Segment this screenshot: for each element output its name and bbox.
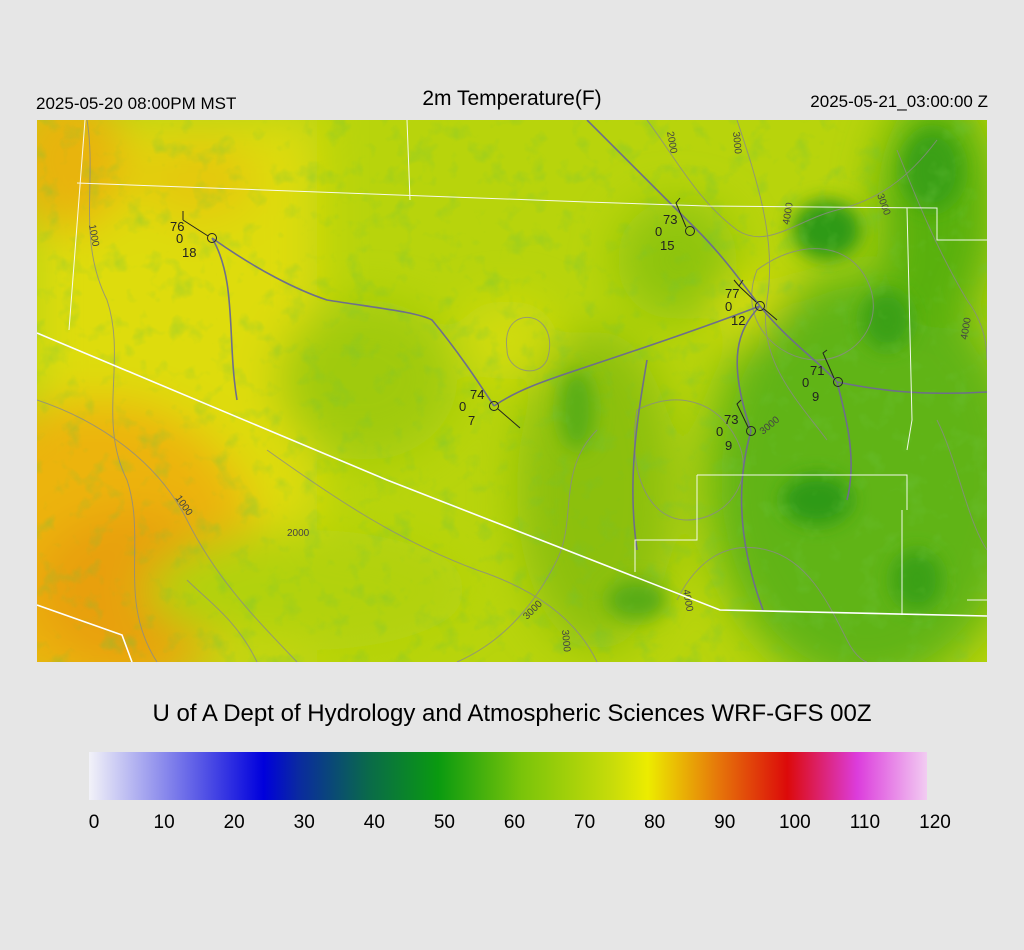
contour-label: 3000: [559, 629, 572, 653]
station-plots: 76 0 18 73 0 15 77 0 12 71: [170, 197, 843, 453]
colorbar-tick-label: 20: [223, 812, 245, 833]
model-credit: U of A Dept of Hydrology and Atmospheric…: [152, 700, 872, 727]
station-temp: 77: [725, 286, 739, 301]
colorbar-tick-label: 70: [574, 812, 596, 833]
station-dewpoint: 9: [725, 438, 732, 453]
colorbar-tick-label: 50: [433, 812, 455, 833]
colorbar-tick-label: 100: [778, 812, 811, 833]
map-canvas: 1000 1000 2000 2000 3000 3000 3000 3000 …: [37, 120, 987, 662]
colorbar-tick-label: 40: [363, 812, 385, 833]
station-precip: 0: [459, 399, 466, 414]
colorbar-tick-label: 10: [153, 812, 175, 833]
contour-label: 1000: [86, 224, 101, 248]
valid-time-local: 2025-05-20 08:00PM MST: [36, 94, 237, 113]
state-border: [37, 332, 987, 662]
colorbar-gradient: [89, 752, 927, 800]
elevation-contours: [37, 120, 987, 662]
station-temp: 73: [663, 212, 677, 227]
station-dewpoint: 12: [731, 313, 745, 328]
station-dewpoint: 15: [660, 238, 674, 253]
station-temp: 76: [170, 219, 184, 234]
contour-label: 4000: [959, 316, 974, 340]
station-plot: 76 0 18: [170, 211, 217, 260]
contour-label: 3000: [730, 131, 743, 155]
temperature-map: 1000 1000 2000 2000 3000 3000 3000 3000 …: [37, 120, 987, 662]
station-plot: 73 0 9: [716, 399, 756, 453]
colorbar-tick-label: 120: [919, 812, 951, 833]
valid-time-utc: 2025-05-21_03:00:00 Z: [810, 92, 988, 111]
contour-label: 4000: [781, 201, 796, 225]
station-plot: 77 0 12: [725, 279, 778, 328]
station-precip: 0: [655, 224, 662, 239]
temperature-field: [37, 120, 987, 662]
colorbar-tick-labels: 0 10 20 30 40 50 60 70 80 90 100 110 120: [0, 812, 1024, 838]
colorbar-tick-label: 80: [644, 812, 666, 833]
station-temp: 74: [470, 387, 484, 402]
station-precip: 0: [176, 231, 183, 246]
contour-label: 4000: [680, 589, 695, 613]
station-precip: 0: [716, 424, 723, 439]
colorbar-tick-label: 110: [849, 812, 881, 833]
temperature-colorbar: [89, 752, 927, 800]
station-plot: 74 0 7: [459, 387, 521, 429]
colorbar-tick-label: 60: [503, 812, 526, 833]
station-temp: 71: [810, 363, 824, 378]
colorbar-tick-label: 30: [293, 812, 315, 833]
county-borders: [68, 120, 987, 615]
contour-label: 2000: [287, 528, 310, 539]
station-precip: 0: [802, 375, 809, 390]
station-dewpoint: 18: [182, 245, 196, 260]
colorbar-tick-label: 90: [714, 812, 736, 833]
colorbar-tick-label: 0: [88, 812, 100, 833]
station-dewpoint: 7: [468, 413, 475, 428]
map-title: 2m Temperature(F): [422, 87, 602, 110]
contour-label: 2000: [664, 131, 679, 155]
station-plot: 73 0 15: [655, 197, 695, 253]
station-precip: 0: [725, 299, 732, 314]
roads: [211, 120, 987, 611]
station-plot: 71 0 9: [802, 349, 843, 404]
station-temp: 73: [724, 412, 738, 427]
station-dewpoint: 9: [812, 389, 819, 404]
